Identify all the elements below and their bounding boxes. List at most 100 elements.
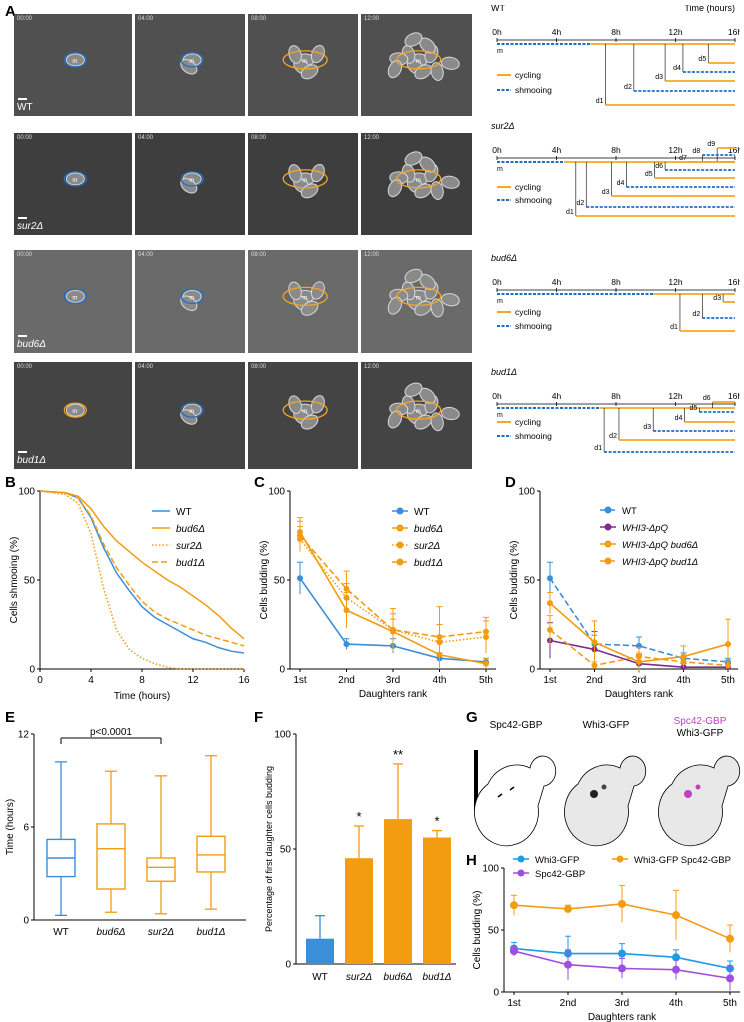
spc42-mark bbox=[509, 786, 515, 791]
cell-drawing: m bbox=[282, 163, 328, 199]
daughter-label: d8 bbox=[692, 148, 700, 155]
label-merge-spc42: Spc42-GBP bbox=[674, 716, 727, 727]
daughter-label: d7 bbox=[679, 155, 687, 162]
time-tick: 4h bbox=[552, 277, 562, 287]
series-line bbox=[299, 538, 487, 644]
mother-label: m bbox=[497, 412, 503, 419]
data-point bbox=[672, 911, 680, 920]
cell-drawing: m bbox=[63, 402, 88, 418]
time-axis-label: Time (hours) bbox=[684, 5, 735, 13]
legend-label: WT bbox=[176, 507, 192, 518]
cell-outline bbox=[180, 171, 204, 187]
mother-label: m bbox=[189, 59, 194, 65]
daughter-label: d1 bbox=[594, 445, 602, 452]
whi3-focus bbox=[684, 790, 692, 798]
y-axis-label: Cells shmooing (%) bbox=[9, 537, 20, 624]
x-tick-label: 3rd bbox=[386, 675, 400, 686]
daughter-label: d5 bbox=[690, 405, 698, 412]
timestamp: 08:00 bbox=[251, 364, 267, 370]
lineage-title: WT bbox=[491, 5, 505, 13]
timestamp: 04:00 bbox=[138, 16, 154, 22]
cell-drawing: m bbox=[282, 281, 328, 316]
yeast-cell bbox=[404, 268, 423, 284]
time-tick: 8h bbox=[611, 391, 621, 401]
data-point bbox=[436, 633, 443, 640]
time-tick: 16h bbox=[728, 391, 740, 401]
panel-letter-e: E bbox=[5, 709, 16, 726]
data-point bbox=[680, 658, 687, 665]
cell-outline bbox=[180, 52, 204, 68]
x-tick-label: 3rd bbox=[632, 675, 646, 686]
yeast-cell bbox=[65, 53, 85, 67]
mother-label: m bbox=[302, 59, 307, 65]
scale-bar bbox=[18, 217, 27, 219]
legend-label: WHI3-ΔpQ bud6Δ bbox=[622, 540, 698, 551]
time-tick: 12h bbox=[668, 27, 682, 37]
cell-outline bbox=[396, 400, 442, 420]
data-point bbox=[297, 575, 303, 582]
cell-drawing: m bbox=[63, 171, 88, 187]
daughter-label: d1 bbox=[670, 324, 678, 331]
legend-label: bud6Δ bbox=[414, 524, 443, 535]
series-line bbox=[299, 534, 487, 638]
panel-letter-d: D bbox=[505, 474, 516, 491]
legend-label: WT bbox=[622, 506, 637, 517]
chart-c: 0 50 100 Cells budding (%) Daughters rank 1st… bbox=[259, 487, 496, 700]
yeast-cell bbox=[440, 56, 460, 70]
daughter-label: d4 bbox=[673, 65, 681, 72]
legend-label: sur2Δ bbox=[176, 541, 202, 552]
mother-label: m bbox=[189, 409, 194, 415]
time-tick: 16h bbox=[728, 277, 740, 287]
cell-outline bbox=[282, 400, 328, 420]
data-point bbox=[636, 653, 642, 660]
bar bbox=[345, 858, 373, 964]
y-axis-label: Time (hours) bbox=[5, 799, 16, 855]
daughter-label: d1 bbox=[566, 209, 574, 216]
daughter-label: d2 bbox=[624, 84, 632, 91]
x-tick-label: 4th bbox=[433, 675, 447, 686]
legend-marker bbox=[604, 523, 612, 531]
daughter-label: d1 bbox=[596, 98, 604, 105]
legend-label: bud6Δ bbox=[176, 524, 205, 535]
data-point bbox=[618, 964, 626, 973]
micrograph-panel: 04:00 m bbox=[135, 133, 245, 235]
x-axis-label: Daughters rank bbox=[605, 689, 674, 700]
data-point bbox=[564, 904, 572, 913]
mother-label: m bbox=[302, 409, 307, 415]
legend-marker bbox=[396, 524, 404, 532]
y-tick-label: 50 bbox=[24, 576, 36, 587]
legend-label: Whi3-GFP bbox=[535, 855, 579, 866]
data-point bbox=[547, 600, 553, 607]
cell-image-outline bbox=[474, 755, 557, 847]
y-tick-label: 6 bbox=[23, 823, 29, 834]
data-point bbox=[726, 974, 734, 983]
y-tick-label: 50 bbox=[280, 845, 292, 856]
lineage-title: bud1Δ bbox=[491, 367, 517, 377]
genotype-label: bud1Δ bbox=[17, 455, 46, 466]
whi3-focus bbox=[601, 784, 607, 790]
data-point bbox=[510, 947, 518, 956]
x-tick-label: bud6Δ bbox=[384, 972, 413, 983]
cell-image-gfp bbox=[564, 755, 647, 847]
time-tick: 0h bbox=[492, 391, 502, 401]
time-tick: 0h bbox=[492, 27, 502, 37]
x-tick-label: 16 bbox=[238, 675, 250, 686]
genotype-label: WT bbox=[17, 102, 33, 113]
y-tick-label: 100 bbox=[482, 864, 499, 875]
time-tick: 8h bbox=[611, 145, 621, 155]
panel-letter-h: H bbox=[466, 852, 477, 869]
panel-letter-g: G bbox=[466, 709, 478, 726]
x-tick-label: 12 bbox=[187, 675, 199, 686]
legend-shmooing-label: shmooing bbox=[515, 195, 552, 205]
significance-star: * bbox=[434, 814, 439, 829]
x-tick-label: 5th bbox=[723, 998, 737, 1009]
data-point bbox=[390, 626, 396, 633]
x-tick-label: WT bbox=[312, 972, 328, 983]
data-point bbox=[297, 532, 303, 539]
micrograph-panel: 12:00 m bbox=[361, 250, 472, 353]
legend-marker bbox=[604, 540, 612, 548]
x-tick-label: 2nd bbox=[338, 675, 355, 686]
y-tick-label: 0 bbox=[529, 665, 535, 676]
timestamp: 08:00 bbox=[251, 252, 267, 258]
